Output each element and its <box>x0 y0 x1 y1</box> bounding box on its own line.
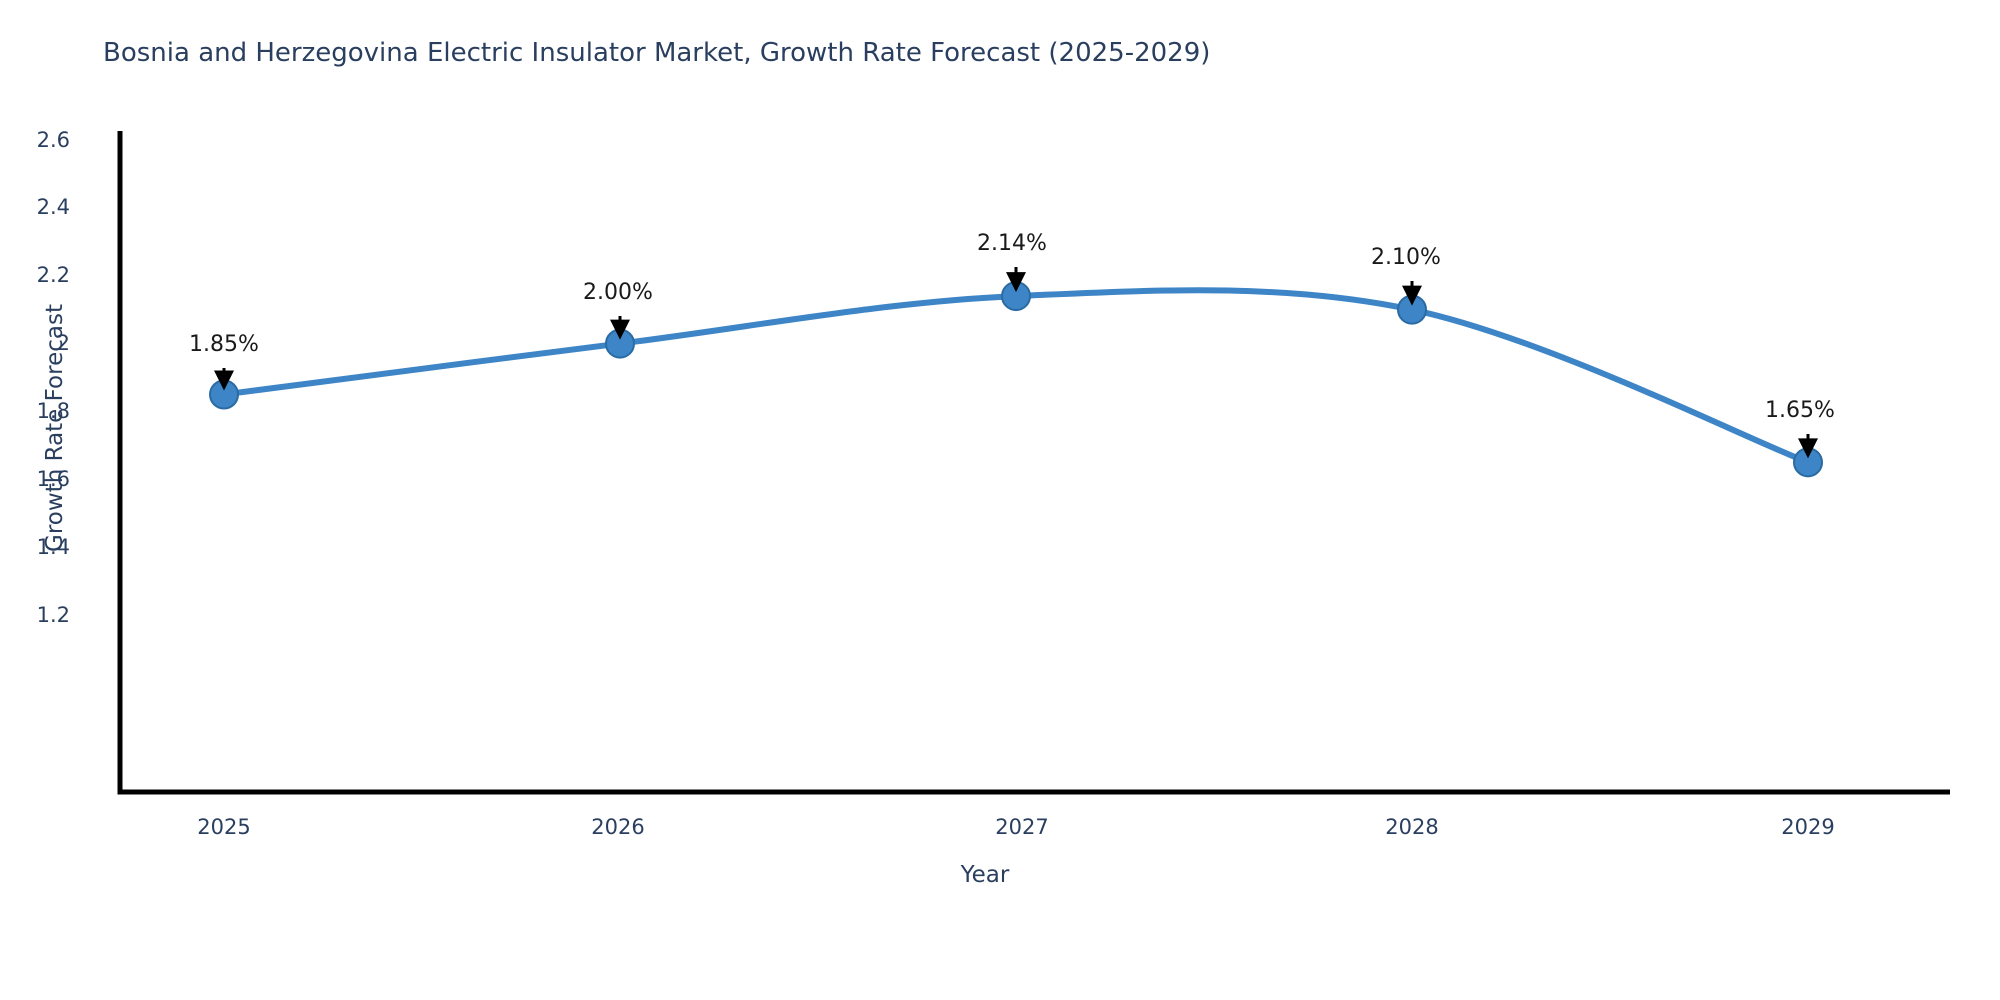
point-value-label: 1.65% <box>1765 398 1835 423</box>
y-tick-label: 1.8 <box>36 399 70 423</box>
chart-title: Bosnia and Herzegovina Electric Insulato… <box>103 38 1211 68</box>
annotation-arrow-head <box>1006 272 1026 293</box>
x-tick-label: 2028 <box>1385 815 1439 839</box>
series-line <box>221 287 1811 466</box>
axis-spines <box>117 131 1950 795</box>
x-axis-title: Year <box>0 862 2000 888</box>
y-tick-label: 1.6 <box>36 467 70 491</box>
annotation-arrows <box>214 267 1818 459</box>
point-value-label: 1.85% <box>189 332 259 357</box>
point-value-label: 2.10% <box>1371 245 1441 270</box>
note-container: Note: The market forecast is derived thr… <box>0 900 2000 960</box>
annotation-arrow-head <box>1798 438 1818 459</box>
y-tick-label: 1.2 <box>36 603 70 627</box>
y-tick-label: 2.6 <box>36 128 70 152</box>
y-tick-label: 1.4 <box>36 535 70 559</box>
x-tick-label: 2029 <box>1781 815 1835 839</box>
annotation-arrow-head <box>610 319 630 340</box>
annotation-arrow-head <box>214 370 234 391</box>
point-value-label: 2.14% <box>977 231 1047 256</box>
y-tick-label: 2.2 <box>36 263 70 287</box>
y-tick-label: 2.4 <box>36 195 70 219</box>
y-tick-label: 2 <box>56 331 70 355</box>
x-axis-title-text: Year <box>960 862 1010 888</box>
annotation-arrow-head <box>1402 285 1422 306</box>
x-tick-label: 2027 <box>995 815 1049 839</box>
x-tick-label: 2026 <box>591 815 645 839</box>
x-tick-label: 2025 <box>197 815 251 839</box>
series-markers <box>209 281 1823 478</box>
point-value-label: 2.00% <box>583 280 653 305</box>
